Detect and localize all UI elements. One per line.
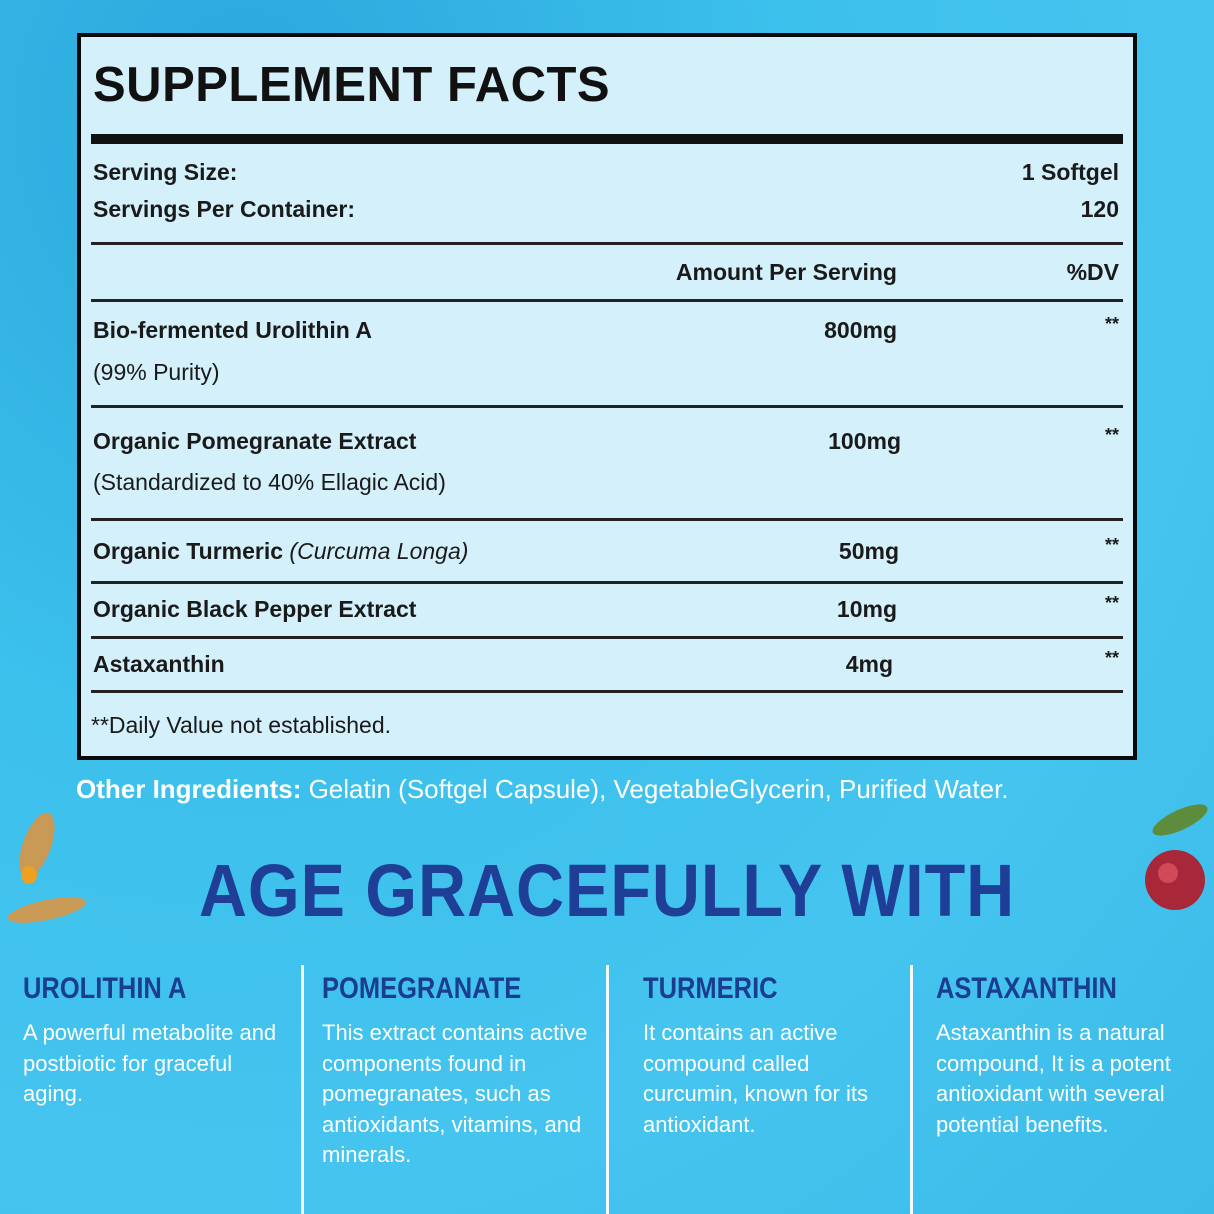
ingredient-name: Organic Turmeric (Curcuma Longa): [93, 538, 468, 565]
ingredient-sub: (Standardized to 40% Ellagic Acid): [93, 469, 446, 495]
serving-size-value: 1 Softgel: [1021, 159, 1119, 185]
ingredient-amount: 800mg: [824, 317, 897, 343]
benefit-column: UROLITHIN A A powerful metabolite and pos…: [23, 972, 293, 1110]
column-title: UROLITHIN A: [23, 972, 187, 1005]
ingredient-dv: **: [1104, 314, 1119, 334]
divider: [91, 581, 1123, 584]
column-text: A powerful metabolite and postbiotic for…: [23, 1020, 277, 1106]
divider: [91, 405, 1123, 408]
column-text: This extract contains active components …: [322, 1020, 588, 1167]
pomegranate-icon: [1145, 804, 1208, 910]
ingredient-amount: 4mg: [845, 651, 893, 677]
ingredient-name: Organic Pomegranate Extract: [93, 428, 417, 454]
column-title: ASTAXANTHIN: [936, 972, 1117, 1005]
column-divider: [301, 965, 304, 1214]
other-ingredients-label: Other Ingredients:: [76, 774, 302, 804]
ingredient-sub: (99% Purity): [93, 359, 220, 385]
supplement-facts-panel: SUPPLEMENT FACTS Serving Size: 1 Softgel…: [77, 33, 1137, 760]
ingredient-dv: **: [1104, 425, 1119, 445]
benefit-column: POMEGRANATE This extract contains active …: [322, 972, 592, 1171]
column-text: Astaxanthin is a natural compound, It is…: [936, 1020, 1171, 1137]
ingredient-amount: 10mg: [836, 596, 897, 622]
turmeric-root-icon: [7, 812, 87, 923]
ingredient-dv: **: [1104, 648, 1119, 668]
headline: AGE GRACEFULLY WITH: [198, 849, 1016, 932]
ingredient-dv: **: [1104, 593, 1119, 613]
ingredient-name-bold: Organic Turmeric: [93, 538, 284, 564]
servings-value: 120: [1080, 196, 1119, 222]
divider: [91, 518, 1123, 521]
divider: [91, 636, 1123, 639]
column-text: It contains an active compound called cu…: [643, 1020, 868, 1137]
other-ingredients-text: Gelatin (Softgel Capsule), VegetableGlyc…: [301, 774, 1009, 804]
divider: [91, 299, 1123, 302]
column-divider: [606, 965, 609, 1214]
divider: [91, 690, 1123, 693]
ingredient-dv: **: [1104, 535, 1119, 555]
ingredient-latin-name: (Curcuma Longa): [289, 538, 469, 564]
ingredient-name: Astaxanthin: [93, 651, 225, 677]
ingredient-amount: 50mg: [838, 538, 899, 564]
ingredient-name: Bio-fermented Urolithin A: [93, 317, 372, 343]
column-title: TURMERIC: [643, 972, 778, 1005]
dv-header: %DV: [1066, 259, 1119, 285]
other-ingredients: Other Ingredients: Gelatin (Softgel Caps…: [76, 774, 1009, 805]
servings-label: Servings Per Container:: [93, 196, 356, 222]
ingredient-name: Organic Black Pepper Extract: [93, 596, 417, 622]
divider: [91, 242, 1123, 245]
column-divider: [910, 965, 913, 1214]
benefit-column: TURMERIC It contains an active compound c…: [643, 972, 888, 1140]
serving-size-label: Serving Size:: [93, 159, 238, 185]
ingredient-amount: 100mg: [828, 428, 901, 454]
benefit-column: ASTAXANTHIN Astaxanthin is a natural comp…: [936, 972, 1198, 1140]
amount-header: Amount Per Serving: [675, 259, 897, 285]
divider: [91, 134, 1123, 144]
facts-title: SUPPLEMENT FACTS: [93, 58, 611, 112]
column-title: POMEGRANATE: [322, 972, 522, 1005]
footnote: **Daily Value not established.: [91, 712, 392, 738]
